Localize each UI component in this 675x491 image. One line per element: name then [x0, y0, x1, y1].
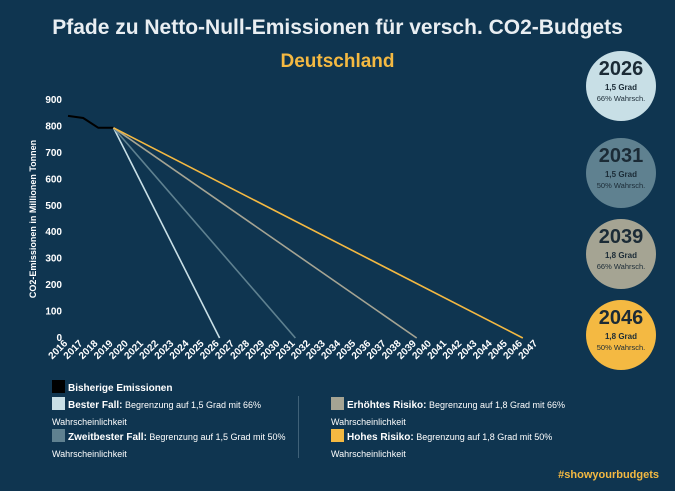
legend-swatch [52, 397, 65, 410]
legend-item: Zweitbester Fall: Begrenzung auf 1,5 Gra… [52, 429, 286, 462]
y-tick-label: 200 [45, 280, 62, 291]
chart-subtitle: Deutschland [280, 51, 395, 72]
y-tick-label: 400 [45, 227, 62, 238]
bubble-year: 2026 [598, 58, 644, 80]
bubble-year: 2031 [598, 145, 644, 167]
chart-axes: 0100200300400500600700800900201620172018… [28, 95, 540, 362]
legend-swatch [52, 380, 65, 393]
bubble-degree: 1,5 Grad [604, 83, 637, 92]
series-line-5 [113, 127, 524, 339]
hashtag-label: #showyourbudgets [558, 469, 659, 481]
y-tick-label: 800 [45, 121, 62, 132]
legend-item: Hohes Risiko: Begrenzung auf 1,8 Grad mi… [331, 429, 552, 462]
legend-swatch [331, 397, 344, 410]
budget-bubble: 2031 1,5 Grad 50% Wahrsch. [586, 138, 656, 208]
y-tick-label: 100 [45, 307, 62, 318]
legend-name: Erhöhtes Risiko: [347, 400, 427, 411]
y-tick-label: 600 [45, 174, 62, 185]
legend-item: Erhöhtes Risiko: Begrenzung auf 1,8 Grad… [331, 397, 565, 430]
legend-item: Bester Fall: Begrenzung auf 1,5 Grad mit… [52, 397, 261, 430]
legend-description: Begrenzung auf 1,8 Grad mit 50% [413, 432, 553, 442]
bubble-degree: 1,8 Grad [604, 332, 637, 341]
y-tick-label: 0 [56, 333, 62, 344]
legend-description-continued: Wahrscheinlichkeit [52, 449, 127, 459]
budget-bubble: 2026 1,5 Grad 66% Wahrsch. [586, 51, 656, 121]
y-tick-label: 300 [45, 254, 62, 265]
legend-divider [298, 396, 299, 458]
budget-bubble: 2039 1,8 Grad 66% Wahrsch. [586, 219, 656, 289]
bubble-degree: 1,8 Grad [604, 251, 637, 260]
legend-item: Bisherige Emissionen [52, 380, 172, 397]
y-tick-label: 700 [45, 148, 62, 159]
series-line-4 [113, 127, 418, 339]
legend-swatch [52, 429, 65, 442]
bubble-prob: 66% Wahrsch. [596, 94, 646, 103]
series-line-2 [112, 127, 221, 339]
legend-description-continued: Wahrscheinlichkeit [331, 417, 406, 427]
bubble-prob: 50% Wahrsch. [596, 343, 646, 352]
legend-description: Begrenzung auf 1,5 Grad mit 50% [146, 432, 286, 442]
bubble-year: 2039 [598, 226, 644, 248]
bubble-prob: 66% Wahrsch. [596, 262, 646, 271]
y-axis-label: CO2-Emissionen in Millionen Tonnen [28, 140, 38, 298]
y-tick-label: 900 [45, 95, 62, 106]
chart-title: Pfade zu Netto-Null-Emissionen für versc… [52, 16, 623, 39]
legend-description-continued: Wahrscheinlichkeit [331, 449, 406, 459]
legend-name: Bester Fall: [68, 400, 123, 411]
legend-description: Begrenzung auf 1,8 Grad mit 66% [426, 400, 566, 410]
bubble-degree: 1,5 Grad [604, 170, 637, 179]
bubble-prob: 50% Wahrsch. [596, 181, 646, 190]
y-tick-label: 500 [45, 201, 62, 212]
budget-bubble: 2046 1,8 Grad 50% Wahrsch. [586, 300, 656, 370]
legend-swatch [331, 429, 344, 442]
legend-description-continued: Wahrscheinlichkeit [52, 417, 127, 427]
legend-description: Begrenzung auf 1,5 Grad mit 66% [122, 400, 262, 410]
series-line-1 [67, 114, 114, 129]
chart-series [67, 114, 524, 339]
legend-name: Zweitbester Fall: [68, 432, 147, 443]
bubble-year: 2046 [598, 307, 644, 329]
legend-name: Hohes Risiko: [347, 432, 414, 443]
series-line-3 [112, 127, 297, 339]
legend-name: Bisherige Emissionen [68, 383, 173, 394]
